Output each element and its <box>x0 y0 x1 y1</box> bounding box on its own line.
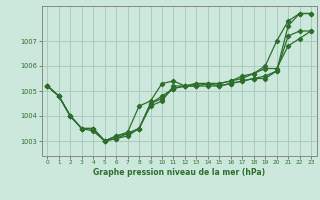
X-axis label: Graphe pression niveau de la mer (hPa): Graphe pression niveau de la mer (hPa) <box>93 168 265 177</box>
